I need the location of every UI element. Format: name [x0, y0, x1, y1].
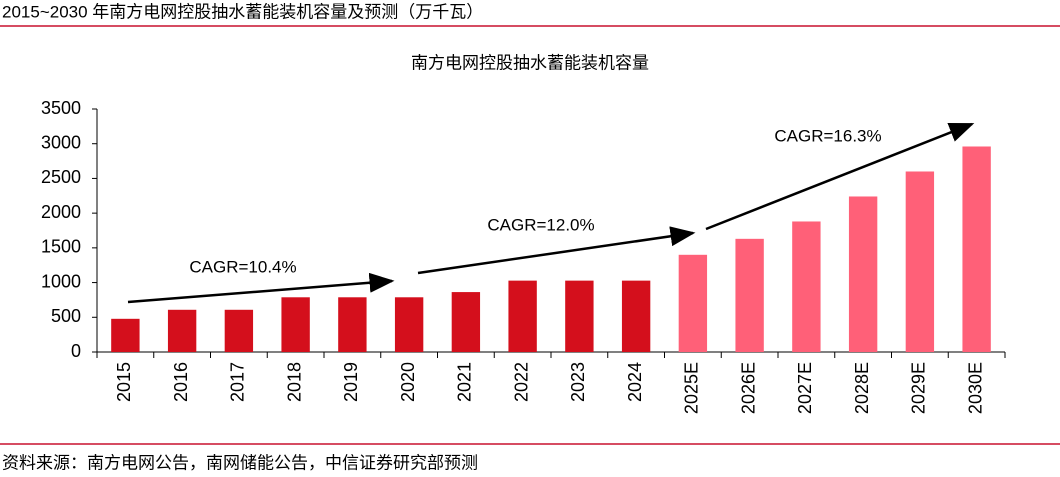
- annotation: CAGR=12.0%: [487, 215, 594, 234]
- bar: [678, 254, 708, 352]
- x-tick-label: 2019: [341, 362, 361, 402]
- bar: [621, 280, 651, 352]
- chart-title: 南方电网控股抽水蓄能装机容量: [411, 53, 649, 72]
- x-tick-label: 2022: [511, 362, 531, 402]
- bar: [905, 171, 935, 352]
- x-tick-label: 2027E: [795, 362, 815, 414]
- x-tick-label: 2024: [625, 362, 645, 402]
- y-tick-label: 500: [51, 306, 81, 326]
- page-title: 2015~2030 年南方电网控股抽水蓄能装机容量及预测（万千瓦）: [2, 2, 483, 21]
- y-tick-label: 3500: [41, 98, 81, 118]
- x-tick-label: 2020: [398, 362, 418, 402]
- cagr-arrow: [127, 272, 395, 304]
- x-tick-label: 2023: [568, 362, 588, 402]
- bar: [167, 309, 197, 352]
- x-tick-label: 2018: [284, 362, 304, 402]
- y-tick-label: 2500: [41, 167, 81, 187]
- bar: [792, 221, 821, 352]
- x-tick-label: 2017: [228, 362, 248, 402]
- x-tick-label: 2029E: [909, 362, 929, 414]
- y-tick-label: 1000: [41, 271, 81, 291]
- bar: [224, 309, 254, 352]
- cagr-arrow: [417, 226, 696, 275]
- bar: [281, 297, 310, 352]
- bar: [848, 196, 878, 352]
- x-tick-label: 2015: [114, 362, 134, 402]
- bar: [451, 292, 481, 352]
- cagr-arrow: [705, 122, 975, 231]
- bar: [962, 146, 991, 352]
- x-tick-label: 2021: [455, 362, 475, 402]
- x-tick-label: 2026E: [738, 362, 758, 414]
- bar: [735, 238, 764, 352]
- bar: [508, 280, 537, 352]
- bar: [394, 297, 424, 352]
- bar: [111, 318, 140, 352]
- x-tick-label: 2028E: [852, 362, 872, 414]
- source: 资料来源：南方电网公告，南网储能公告，中信证券研究部预测: [2, 453, 478, 472]
- x-tick-label: 2016: [171, 362, 191, 402]
- annotation: CAGR=16.3%: [774, 126, 881, 145]
- y-tick-label: 3000: [41, 132, 81, 152]
- x-tick-label: 2030E: [965, 362, 985, 414]
- y-tick-label: 2000: [41, 202, 81, 222]
- bar: [338, 297, 367, 352]
- x-tick-label: 2025E: [682, 362, 702, 414]
- bar: [565, 280, 594, 352]
- y-tick-label: 0: [71, 341, 81, 361]
- y-tick-label: 1500: [41, 237, 81, 257]
- annotation: CAGR=10.4%: [189, 257, 296, 276]
